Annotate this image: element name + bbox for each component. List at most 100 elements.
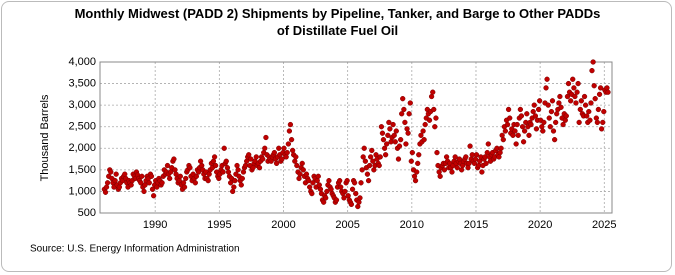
data-point — [224, 165, 231, 171]
data-point — [414, 169, 420, 175]
data-point — [284, 149, 290, 156]
data-point — [212, 162, 219, 169]
data-point — [431, 106, 437, 113]
data-point — [366, 162, 373, 169]
data-point — [454, 165, 460, 171]
data-point — [430, 89, 436, 95]
y-tick-label: 3,000 — [68, 99, 96, 111]
data-point — [139, 173, 145, 179]
x-tick-label: 2010 — [400, 219, 424, 231]
y-tick-label: 4,000 — [68, 56, 96, 68]
data-point — [371, 167, 377, 173]
data-point — [293, 154, 299, 160]
data-point — [138, 180, 144, 186]
data-point — [344, 177, 350, 184]
data-point — [576, 119, 582, 126]
data-point — [113, 171, 119, 177]
data-point — [281, 145, 287, 151]
data-point — [167, 175, 173, 182]
data-point — [587, 117, 593, 123]
data-point — [395, 156, 402, 162]
data-point — [543, 85, 549, 91]
data-point — [172, 167, 178, 173]
data-point — [565, 80, 572, 87]
data-point — [205, 177, 211, 184]
data-point — [314, 177, 320, 184]
data-point — [386, 119, 392, 126]
data-point — [407, 100, 413, 106]
y-tick-label: 1,000 — [68, 185, 96, 197]
data-point — [299, 160, 305, 167]
data-point — [605, 89, 611, 95]
data-point — [406, 111, 412, 117]
data-point — [496, 154, 502, 160]
data-point — [391, 132, 397, 138]
data-point — [420, 128, 426, 134]
data-point — [510, 132, 516, 138]
data-point — [337, 177, 343, 184]
data-point — [402, 119, 408, 126]
data-point — [333, 197, 340, 203]
data-point — [519, 124, 526, 130]
data-point — [355, 203, 361, 210]
data-point — [164, 162, 171, 169]
data-point — [316, 182, 322, 188]
data-point — [358, 180, 364, 186]
data-point — [574, 89, 580, 95]
data-point — [159, 180, 165, 186]
data-point — [452, 154, 458, 160]
data-point — [359, 167, 365, 173]
data-point — [276, 145, 282, 151]
data-point — [220, 169, 226, 175]
x-tick-label: 2005 — [335, 219, 359, 231]
data-point — [404, 126, 410, 132]
data-point — [262, 145, 268, 151]
data-point — [297, 171, 303, 177]
data-point — [573, 100, 579, 106]
data-point — [260, 156, 266, 162]
data-point — [303, 171, 310, 177]
data-point — [235, 167, 241, 173]
data-point — [361, 145, 367, 151]
plot-border — [99, 61, 613, 214]
data-point — [253, 154, 259, 160]
data-point — [539, 124, 545, 130]
data-point — [393, 128, 399, 134]
data-point — [392, 139, 398, 145]
data-point — [604, 85, 610, 91]
data-point — [498, 145, 504, 151]
data-point — [432, 124, 438, 130]
data-point — [550, 128, 557, 134]
data-point — [532, 113, 539, 119]
data-point — [292, 158, 298, 164]
data-point — [401, 106, 407, 113]
data-point — [399, 111, 405, 117]
data-point — [216, 175, 222, 182]
data-point — [434, 149, 440, 156]
data-point — [268, 158, 274, 164]
data-point — [593, 115, 599, 121]
data-point — [271, 149, 278, 156]
data-point — [263, 134, 269, 141]
data-point — [232, 177, 238, 184]
data-point — [396, 143, 403, 149]
data-point — [378, 124, 385, 130]
data-point — [499, 132, 505, 138]
frame — [1, 1, 672, 272]
data-point — [324, 188, 330, 195]
data-point — [426, 117, 433, 123]
data-point — [560, 121, 566, 128]
data-point — [553, 119, 559, 126]
data-point — [558, 104, 564, 110]
data-point — [405, 130, 411, 136]
data-point — [102, 189, 109, 195]
data-point — [467, 143, 473, 149]
data-point — [362, 158, 369, 164]
data-point — [601, 108, 607, 115]
data-point — [192, 180, 198, 186]
data-point — [370, 158, 376, 164]
data-point — [385, 132, 391, 138]
data-point — [412, 177, 419, 184]
data-point — [594, 119, 601, 126]
